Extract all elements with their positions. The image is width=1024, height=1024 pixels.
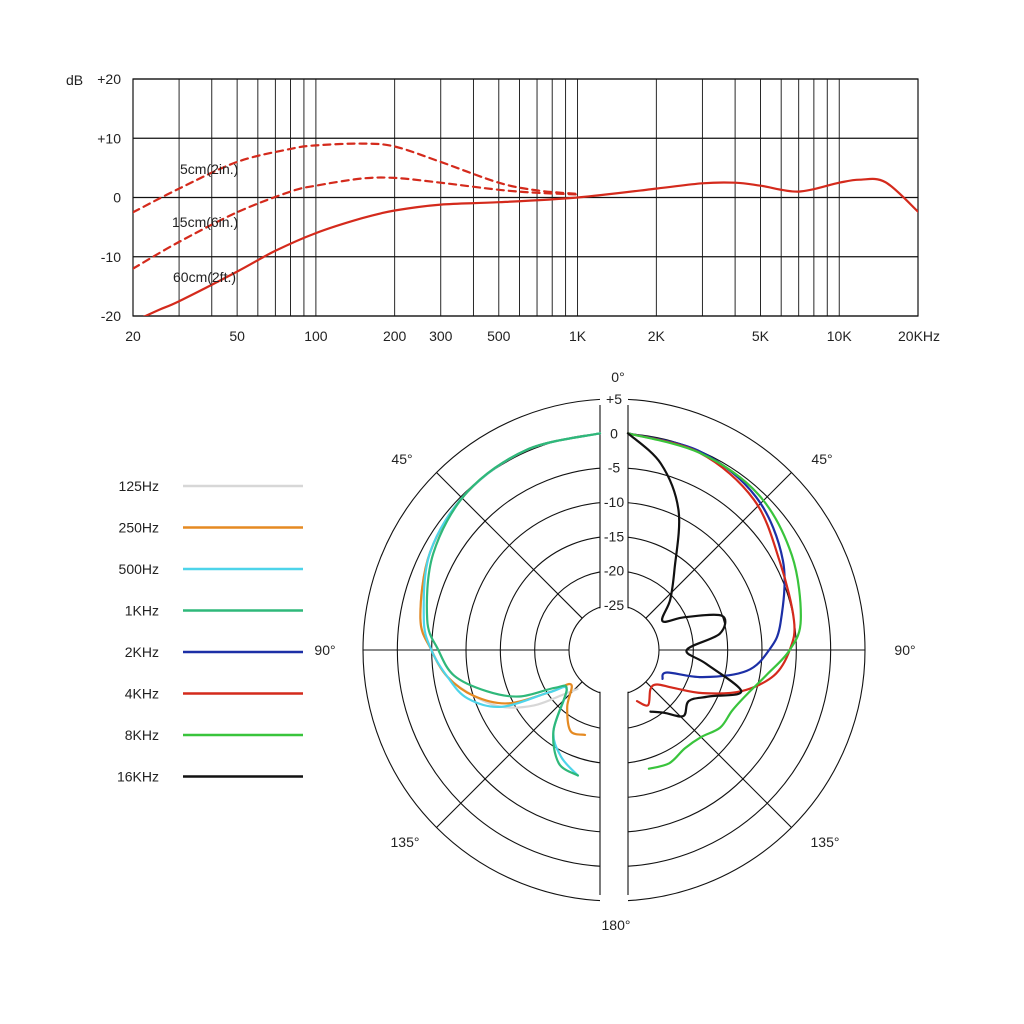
angle-label-180: 180° xyxy=(602,917,631,933)
ring-label: 0 xyxy=(610,425,618,441)
y-tick-label: +20 xyxy=(97,71,121,87)
plot-frame xyxy=(132,78,919,317)
frequency-series-line xyxy=(133,142,579,214)
polar-series-line xyxy=(626,432,802,770)
x-tick-label: 10K xyxy=(827,328,853,344)
frequency-series-line xyxy=(142,177,918,316)
series-annotation: 5cm(2in.) xyxy=(180,161,238,177)
ring-label: -5 xyxy=(608,460,621,476)
x-tick-label: 50 xyxy=(229,328,245,344)
frequency-curves xyxy=(133,142,918,316)
legend-label: 8KHz xyxy=(125,727,159,743)
ring-label: -25 xyxy=(604,597,624,613)
y-tick-label: 0 xyxy=(113,190,121,206)
y-axis-label: dB xyxy=(66,72,83,88)
polar-spoke xyxy=(645,681,792,828)
frequency-series-line xyxy=(133,176,579,270)
x-tick-label: 1K xyxy=(569,328,587,344)
polar-curves xyxy=(419,432,802,777)
polar-series-line xyxy=(626,432,743,718)
series-annotation: 60cm(2ft.) xyxy=(173,269,236,285)
angle-label-135-left: 135° xyxy=(391,834,420,850)
angle-label-45-left: 45° xyxy=(391,451,412,467)
angle-label-90-right: 90° xyxy=(894,642,915,658)
legend-label: 500Hz xyxy=(119,561,159,577)
ring-label: -10 xyxy=(604,494,624,510)
angle-label-135-right: 135° xyxy=(811,834,840,850)
y-tick-label: -20 xyxy=(101,308,121,324)
polar-spoke xyxy=(436,472,583,619)
legend-label: 4KHz xyxy=(125,686,159,702)
legend-label: 125Hz xyxy=(119,478,159,494)
polar-pattern-chart: 0° 45° 45° 90° 90° 135° 135° 180° +5 0 -5 -… xyxy=(117,369,916,933)
y-tick-label: -10 xyxy=(101,249,121,265)
legend-label: 1KHz xyxy=(125,603,159,619)
center-hub xyxy=(570,606,658,694)
angle-label-45-right: 45° xyxy=(811,451,832,467)
x-tick-label: 100 xyxy=(304,328,328,344)
angle-label-90-left: 90° xyxy=(314,642,335,658)
angle-label-0: 0° xyxy=(611,369,624,385)
ring-label: +5 xyxy=(606,391,622,407)
polar-spoke xyxy=(436,681,583,828)
polar-grid xyxy=(362,395,866,905)
legend-label: 16KHz xyxy=(117,769,159,785)
x-tick-label: 200 xyxy=(383,328,407,344)
legend-label: 2KHz xyxy=(125,644,159,660)
ring-label: -15 xyxy=(604,528,624,544)
polar-series-line xyxy=(422,432,602,777)
y-tick-label: +10 xyxy=(97,130,121,146)
polar-series-line xyxy=(425,432,602,777)
x-tick-label: 20 xyxy=(125,328,141,344)
series-annotation: 15cm(6in.) xyxy=(172,214,238,230)
x-tick-label: 5K xyxy=(752,328,770,344)
x-tick-label: 20KHz xyxy=(898,328,940,344)
polar-series-line xyxy=(626,432,796,707)
polar-labels: 0° 45° 45° 90° 90° 135° 135° 180° +5 0 -5 -… xyxy=(314,369,915,933)
legend-label: 250Hz xyxy=(119,520,159,536)
polar-legend: 125Hz 250Hz 500Hz 1KHz 2KHz 4KHz 8KHz 16KHz xyxy=(117,478,303,785)
x-tick-label: 500 xyxy=(487,328,511,344)
x-tick-label: 2K xyxy=(648,328,666,344)
x-tick-label: 300 xyxy=(429,328,453,344)
polar-spoke xyxy=(645,472,792,619)
frequency-grid xyxy=(132,78,919,317)
ring-label: -20 xyxy=(604,563,624,579)
